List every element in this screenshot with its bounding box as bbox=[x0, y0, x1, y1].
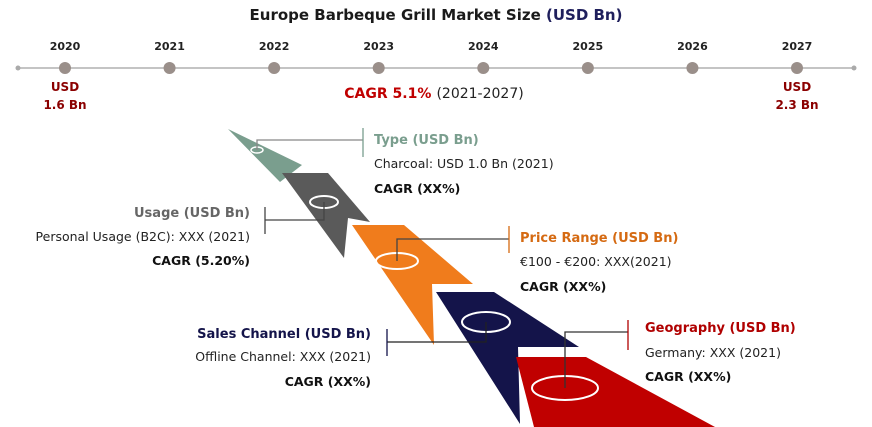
segment-price-cagr: CAGR (XX%) bbox=[520, 279, 606, 294]
segment-channel-title: Sales Channel (USD Bn) bbox=[197, 327, 371, 342]
year-label-2022: 2022 bbox=[259, 40, 290, 53]
segment-type: Type (USD Bn) Charcoal: USD 1.0 Bn (2021… bbox=[374, 133, 554, 196]
chart-title: Europe Barbeque Grill Market Size (USD B… bbox=[250, 6, 623, 24]
chevron-channel bbox=[436, 292, 579, 424]
segment-geo-detail: Germany: XXX (2021) bbox=[645, 345, 781, 360]
year-label-2020: 2020 bbox=[50, 40, 81, 53]
segment-price-title: Price Range (USD Bn) bbox=[520, 231, 678, 246]
start-value: 1.6 Bn bbox=[43, 98, 86, 112]
end-value: 2.3 Bn bbox=[775, 98, 818, 112]
segment-geo: Geography (USD Bn) Germany: XXX (2021) C… bbox=[645, 321, 796, 384]
segment-usage: Usage (USD Bn) Personal Usage (B2C): XXX… bbox=[36, 206, 250, 268]
segment-type-title: Type (USD Bn) bbox=[374, 133, 479, 148]
segment-type-cagr: CAGR (XX%) bbox=[374, 181, 460, 196]
segment-channel-detail: Offline Channel: XXX (2021) bbox=[195, 349, 371, 364]
chevron-type bbox=[228, 129, 302, 182]
year-label-2025: 2025 bbox=[573, 40, 604, 53]
year-label-2021: 2021 bbox=[154, 40, 185, 53]
year-label-2024: 2024 bbox=[468, 40, 499, 53]
year-label-2026: 2026 bbox=[677, 40, 708, 53]
segment-usage-cagr: CAGR (5.20%) bbox=[152, 253, 250, 268]
start-unit: USD bbox=[51, 80, 79, 94]
chevron-usage bbox=[282, 173, 370, 258]
end-unit: USD bbox=[783, 80, 811, 94]
segment-geo-title: Geography (USD Bn) bbox=[645, 321, 796, 336]
segment-price: Price Range (USD Bn) €100 - €200: XXX(20… bbox=[520, 231, 678, 294]
connector-lines bbox=[256, 128, 629, 388]
connector-usage bbox=[265, 202, 325, 221]
segment-price-detail: €100 - €200: XXX(2021) bbox=[520, 254, 672, 269]
cagr-text: CAGR 5.1% (2021-2027) bbox=[344, 83, 523, 102]
year-label-2027: 2027 bbox=[782, 40, 813, 53]
connector-price bbox=[396, 238, 509, 261]
connector-channel bbox=[387, 322, 487, 343]
segment-channel: Sales Channel (USD Bn) Offline Channel: … bbox=[195, 327, 371, 389]
segment-usage-title: Usage (USD Bn) bbox=[134, 206, 250, 221]
year-dot-2021 bbox=[163, 62, 176, 74]
segment-type-detail: Charcoal: USD 1.0 Bn (2021) bbox=[374, 156, 554, 171]
year-label-2023: 2023 bbox=[363, 40, 394, 53]
segment-geo-cagr: CAGR (XX%) bbox=[645, 369, 731, 384]
timeline-years: 2020 2021 2022 2023 2024 2025 2026 2027 bbox=[50, 40, 813, 74]
year-dot-2027 bbox=[791, 62, 803, 74]
timeline-start-dot bbox=[15, 65, 21, 71]
segment-usage-detail: Personal Usage (B2C): XXX (2021) bbox=[36, 229, 250, 244]
connector-type bbox=[256, 139, 363, 150]
arrow-chevrons bbox=[228, 129, 715, 427]
chevron-geo bbox=[516, 357, 715, 427]
year-dot-2025 bbox=[581, 62, 594, 74]
year-dot-2026 bbox=[686, 62, 699, 74]
year-dot-2024 bbox=[477, 62, 490, 74]
connector-geo bbox=[564, 331, 628, 388]
segment-channel-cagr: CAGR (XX%) bbox=[285, 374, 371, 389]
timeline-end-dot bbox=[851, 65, 857, 71]
year-dot-2020 bbox=[59, 62, 71, 74]
year-dot-2023 bbox=[372, 62, 385, 74]
year-dot-2022 bbox=[268, 62, 281, 74]
